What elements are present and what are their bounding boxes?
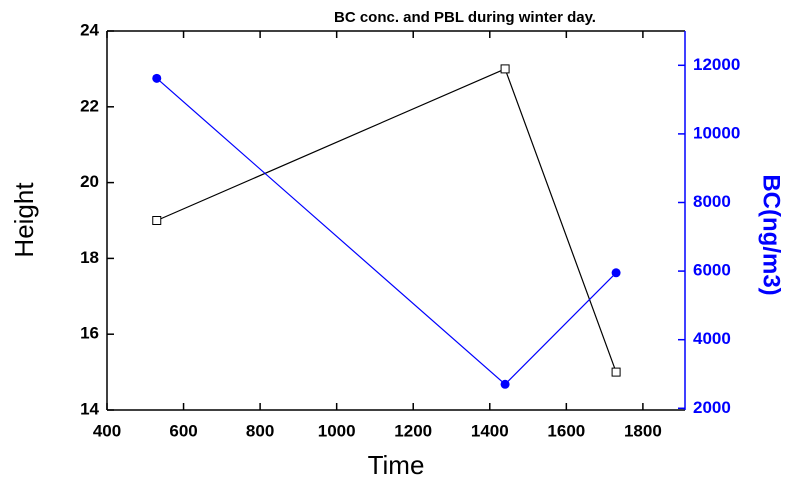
- point: [152, 216, 162, 225]
- y2-tick-label: 4000: [693, 329, 731, 348]
- x-tick-label: 600: [169, 421, 197, 440]
- x-tick-label: 1800: [624, 421, 662, 440]
- x-tick-label: 1600: [547, 421, 585, 440]
- x-tick-label: 1400: [471, 421, 509, 440]
- y2-tick-label: 12000: [693, 55, 740, 74]
- y-tick-label: 20: [80, 172, 99, 191]
- x-tick-label: 1000: [318, 421, 356, 440]
- point: [152, 73, 162, 83]
- series-line: [156, 68, 617, 373]
- y2-tick-label: 10000: [693, 123, 740, 142]
- point: [500, 379, 510, 389]
- y2-tick-label: 2000: [693, 398, 731, 417]
- y2-axis-label: BC(ng/m3): [758, 174, 785, 295]
- x-tick-label: 800: [246, 421, 274, 440]
- y-tick-label: 16: [80, 324, 99, 343]
- y2-tick-label: 6000: [693, 261, 731, 280]
- y-tick-label: 24: [80, 20, 99, 39]
- y-tick-label: 14: [80, 399, 99, 418]
- y-tick-label: 18: [80, 248, 99, 267]
- series-line: [156, 77, 617, 386]
- x-axis-label: Time: [368, 450, 425, 480]
- point: [611, 268, 621, 278]
- x-tick-label: 400: [93, 421, 121, 440]
- y2-tick-label: 8000: [693, 192, 731, 211]
- y-tick-label: 22: [80, 96, 99, 115]
- point: [611, 367, 621, 377]
- point: [500, 64, 510, 74]
- chart-title: BC conc. and PBL during winter day.: [334, 9, 596, 26]
- x-tick-label: 1200: [394, 421, 432, 440]
- y-axis-label: Height: [9, 182, 39, 258]
